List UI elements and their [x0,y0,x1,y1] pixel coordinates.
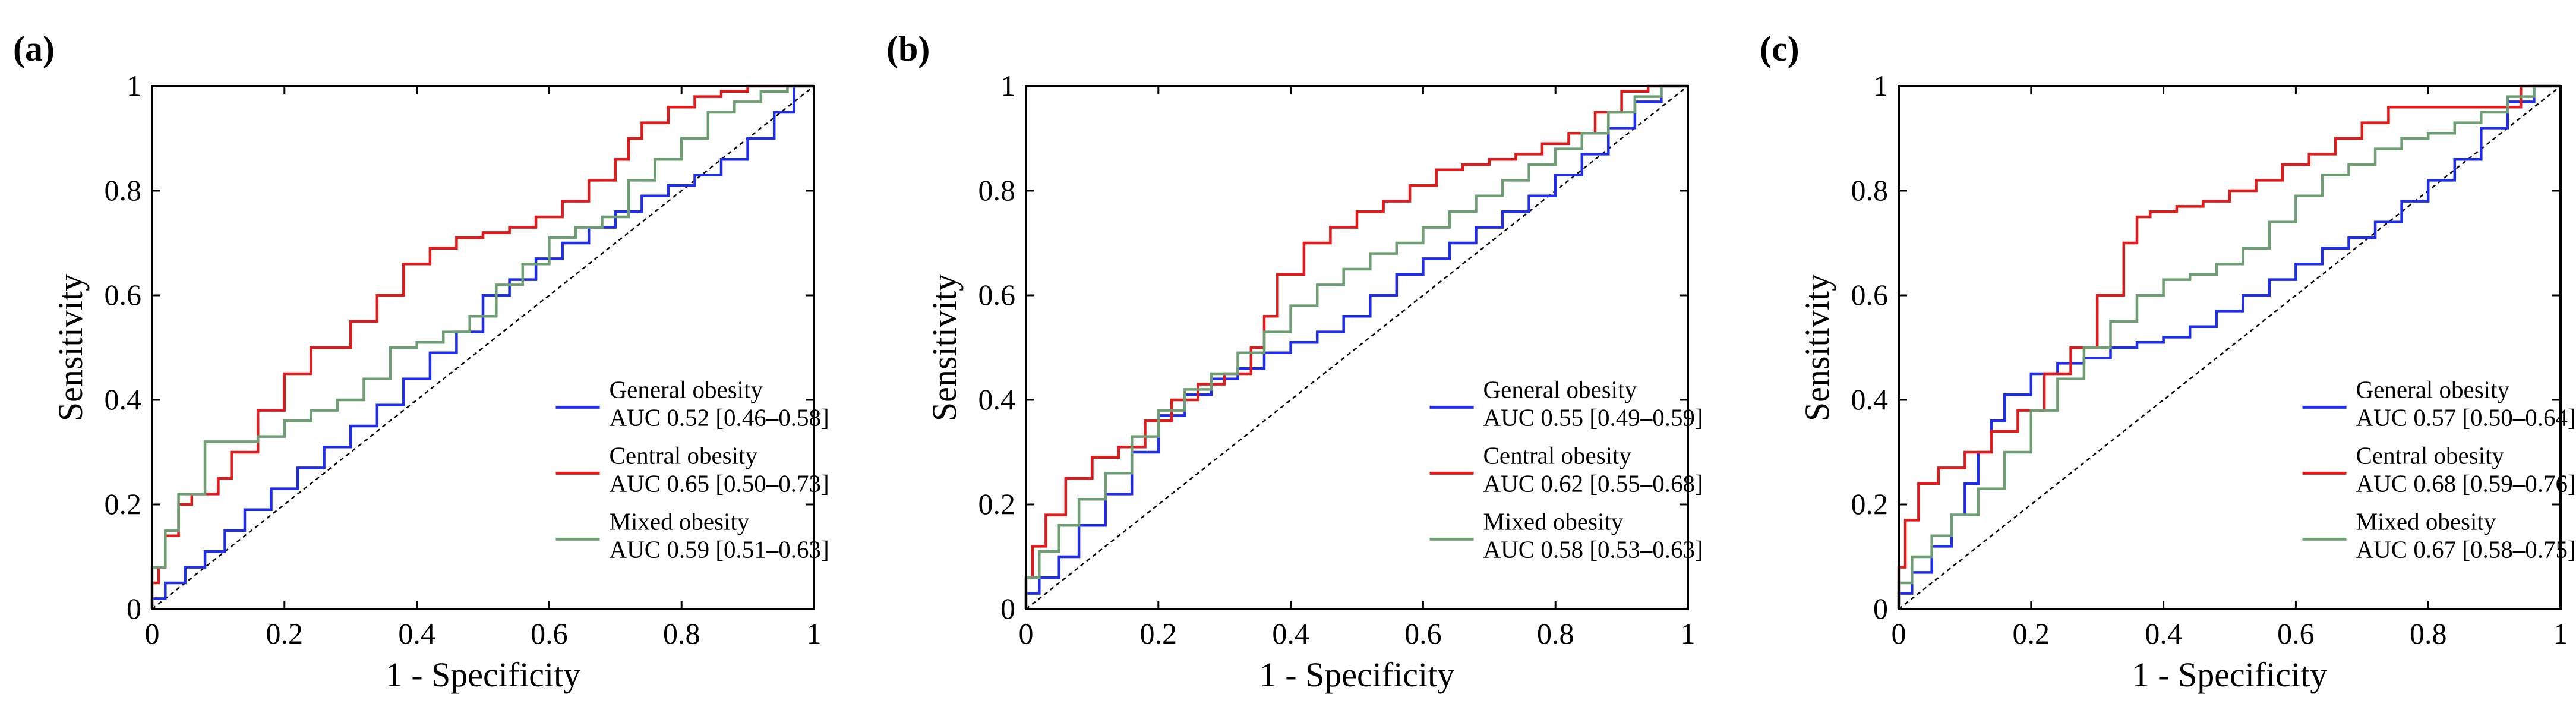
mixed-obesity-roc-curve [1897,84,2561,609]
y-axis-title: Sensitivity [925,274,964,421]
x-tick-label: 0 [1892,617,1906,650]
y-tick-label: 0 [127,592,141,625]
y-tick-label: 0.4 [1851,383,1889,416]
y-tick-label: 0.6 [1851,278,1889,311]
chance-reference-line [1025,86,1688,610]
central-legend-auc: AUC 0.65 [0.50–0.73] [610,469,829,497]
y-tick-label: 0.2 [1851,487,1889,521]
y-tick-label: 0.2 [978,487,1016,521]
central-legend-auc: AUC 0.62 [0.55–0.68] [1483,469,1703,497]
panel-label: (c) [1760,29,1800,68]
general-legend-name: General obesity [610,376,763,403]
x-tick-label: 0 [1019,617,1034,650]
y-tick-label: 1 [1873,69,1888,102]
central-legend-name: Central obesity [2356,441,2505,469]
y-tick-label: 0.2 [105,487,142,521]
x-tick-label: 0.6 [531,617,568,650]
x-tick-label: 0.6 [2277,617,2315,650]
x-tick-label: 0.4 [2145,617,2182,650]
general-legend-name: General obesity [1483,376,1637,403]
chance-reference-line [151,86,815,610]
plot-frame [1898,85,2562,610]
general-legend-auc: AUC 0.57 [0.50–0.64] [2356,403,2576,431]
y-tick-label: 0.6 [978,278,1016,311]
panel-label: (b) [886,29,930,68]
plot-frame [151,85,815,610]
roc-panel-2: (b) 00 0.2 0.2 0.4 0.4 0.6 0.6 0.8 0.8 1 1 1 - Speci… [886,29,1703,694]
roc-panel-1: (a) 00 0.2 0.2 0.4 0.4 0.6 0.6 0.8 0.8 1 1 1 - Speci… [13,29,829,694]
x-tick-label: 1 [807,617,822,650]
chance-reference-line [1898,86,2561,610]
y-tick-label: 0.8 [978,174,1016,207]
y-axis-title: Sensitivity [51,274,90,421]
x-tick-label: 0.4 [398,617,435,650]
x-axis-title: 1 - Specificity [386,655,581,694]
mixed-obesity-roc-curve [1024,84,1688,609]
y-tick-label: 1 [127,69,141,102]
x-tick-label: 0.2 [266,617,304,650]
general-obesity-roc-curve [1897,84,2561,609]
x-tick-label: 1 [1681,617,1696,650]
central-obesity-roc-curve [1024,84,1688,609]
y-tick-label: 1 [1000,69,1015,102]
x-tick-label: 0.6 [1404,617,1442,650]
central-legend-auc: AUC 0.68 [0.59–0.76] [2356,469,2576,497]
y-tick-label: 0.4 [105,383,142,416]
general-obesity-roc-curve [1024,84,1688,609]
mixed-legend-auc: AUC 0.58 [0.53–0.63] [1483,535,1703,563]
mixed-legend-auc: AUC 0.59 [0.51–0.63] [610,535,829,563]
y-tick-label: 0.4 [978,383,1016,416]
x-tick-label: 1 [2553,617,2568,650]
x-tick-label: 0.2 [2013,617,2050,650]
mixed-legend-name: Mixed obesity [1483,507,1624,535]
central-obesity-roc-curve [1897,84,2561,609]
x-tick-label: 0 [145,617,160,650]
mixed-legend-name: Mixed obesity [2356,507,2496,535]
mixed-legend-auc: AUC 0.67 [0.58–0.75] [2356,535,2576,563]
central-legend-name: Central obesity [610,441,758,469]
x-tick-label: 0.8 [2410,617,2447,650]
panel-label: (a) [13,29,55,68]
general-legend-auc: AUC 0.55 [0.49–0.59] [1483,403,1703,431]
central-legend-name: Central obesity [1483,441,1632,469]
x-tick-label: 0.8 [663,617,700,650]
mixed-obesity-roc-curve [150,84,814,609]
x-tick-label: 0.8 [1537,617,1574,650]
roc-panel-3: (c) 00 0.2 0.2 0.4 0.4 0.6 0.6 0.8 0.8 1 1 1 - Speci… [1760,29,2576,694]
y-tick-label: 0.8 [1851,174,1889,207]
y-tick-label: 0.8 [105,174,142,207]
mixed-legend-name: Mixed obesity [610,507,750,535]
y-tick-label: 0 [1873,592,1888,625]
x-axis-title: 1 - Specificity [1259,655,1455,694]
x-axis-title: 1 - Specificity [2132,655,2328,694]
general-legend-name: General obesity [2356,376,2510,403]
y-axis-title: Sensitivity [1798,274,1836,421]
plot-frame [1025,85,1689,610]
x-tick-label: 0.4 [1272,617,1309,650]
x-tick-label: 0.2 [1140,617,1177,650]
general-legend-auc: AUC 0.52 [0.46–0.58] [610,403,829,431]
y-tick-label: 0 [1000,592,1015,625]
y-tick-label: 0.6 [105,278,142,311]
